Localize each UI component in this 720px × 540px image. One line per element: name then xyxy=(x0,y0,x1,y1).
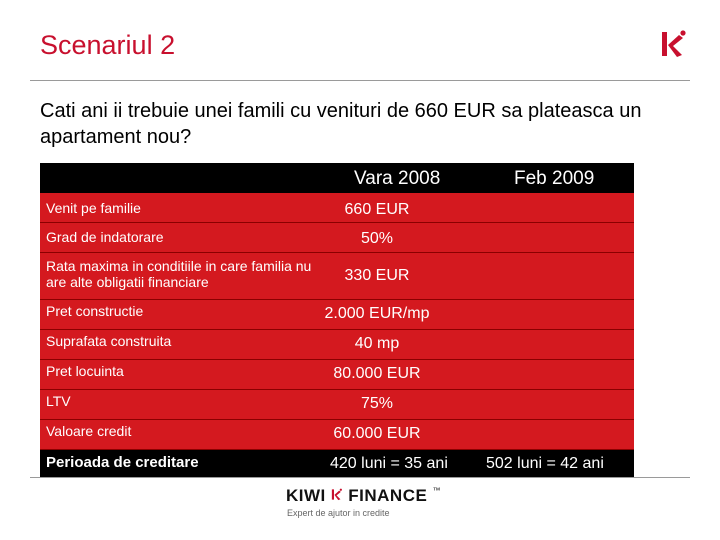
row-label: Grad de indatorare xyxy=(46,229,164,245)
row-label: Suprafata construita xyxy=(46,333,172,349)
top-divider xyxy=(30,80,690,81)
row-value: 50% xyxy=(360,230,394,247)
row-label: Pret locuinta xyxy=(46,363,124,379)
brand-left: KIWI xyxy=(286,486,326,505)
header-vara-2008: Vara 2008 xyxy=(354,168,441,189)
row-value: 2.000 EUR/mp xyxy=(324,305,430,322)
table-row: Grad de indatorare 50% xyxy=(40,223,634,253)
table-row-period: Perioada de creditare 420 luni = 35 ani … xyxy=(40,450,634,478)
table-row: Suprafata construita 40 mp xyxy=(40,330,634,360)
period-value-2008: 420 luni = 35 ani xyxy=(330,455,448,472)
table-row: Venit pe familie 660 EUR xyxy=(40,193,634,223)
kiwi-k-logo-icon xyxy=(662,30,686,57)
brand-right: FINANCE xyxy=(348,486,428,505)
row-label: Rata maxima in conditiile in care famili… xyxy=(46,258,312,290)
header-feb-2009: Feb 2009 xyxy=(514,168,595,189)
question-text: Cati ani ii trebuie unei famili cu venit… xyxy=(40,100,642,148)
row-value: 660 EUR xyxy=(344,201,410,218)
trademark-symbol: ™ xyxy=(432,486,442,495)
row-value: 330 EUR xyxy=(344,267,410,284)
row-label: Venit pe familie xyxy=(46,200,141,216)
brand-wordmark: KIWI FINANCE ™ xyxy=(286,486,441,506)
row-label: Pret constructie xyxy=(46,303,144,319)
slide-title: Scenariul 2 xyxy=(40,30,176,60)
table-row: Rata maxima in conditiile in care famili… xyxy=(40,253,634,300)
row-value: 60.000 EUR xyxy=(333,425,421,442)
table-row: LTV 75% xyxy=(40,390,634,420)
table-row: Valoare credit 60.000 EUR xyxy=(40,420,634,450)
row-label: LTV xyxy=(46,393,71,409)
bottom-divider xyxy=(30,477,690,478)
row-label: Perioada de creditare xyxy=(46,454,199,471)
kiwi-k-small-icon xyxy=(331,488,342,501)
table-row: Pret constructie 2.000 EUR/mp xyxy=(40,300,634,330)
kiwi-finance-logo: KIWI FINANCE ™ Expert de ajutor in credi… xyxy=(286,486,466,526)
row-value: 40 mp xyxy=(354,335,400,352)
brand-tagline: Expert de ajutor in credite xyxy=(287,508,390,518)
period-value-2009: 502 luni = 42 ani xyxy=(486,455,604,472)
table-header: Vara 2008 Feb 2009 xyxy=(40,163,634,193)
row-label: Valoare credit xyxy=(46,423,132,439)
table-row: Pret locuinta 80.000 EUR xyxy=(40,360,634,390)
row-value: 75% xyxy=(360,395,394,412)
comparison-table: Vara 2008 Feb 2009 Venit pe familie 660 … xyxy=(40,163,634,478)
row-value: 80.000 EUR xyxy=(333,365,421,382)
